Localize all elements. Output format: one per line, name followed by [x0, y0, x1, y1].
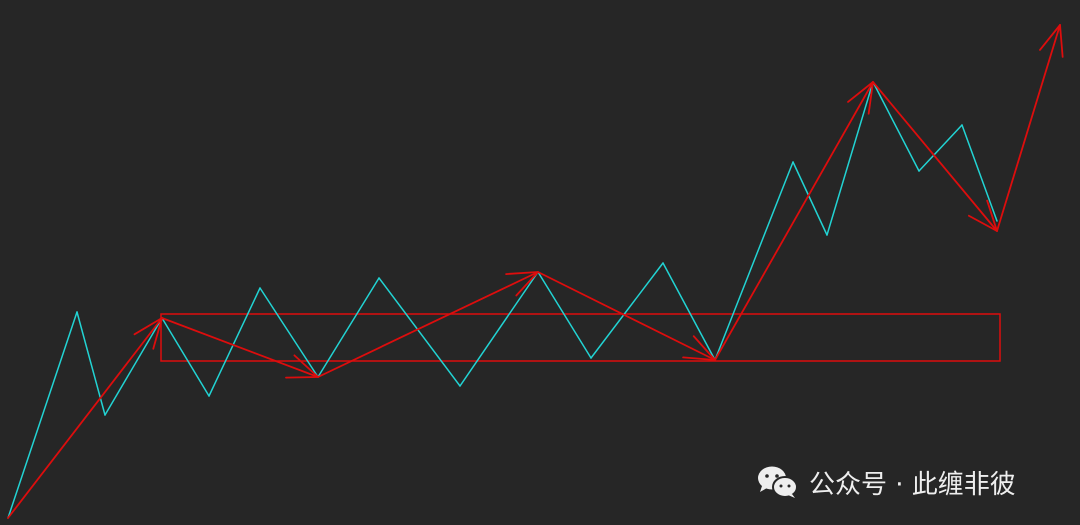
zigzag-segment	[872, 81, 920, 172]
trend-segment	[161, 317, 319, 378]
zigzag-segment	[378, 277, 461, 387]
arrowhead-stroke	[505, 271, 539, 275]
trend-arrow	[872, 81, 998, 232]
zigzag-segment	[537, 271, 592, 359]
zigzag-segment	[459, 271, 539, 387]
zigzag-segment	[161, 317, 210, 397]
trend-segment	[7, 317, 163, 519]
arrowhead-stroke	[967, 214, 998, 232]
zigzag-segment	[792, 161, 828, 236]
arrowhead-stroke	[692, 335, 716, 361]
zigzag-segment	[662, 262, 716, 361]
consolidation-zone	[160, 313, 1001, 362]
trend-segment	[996, 24, 1061, 232]
zigzag-segment	[714, 161, 794, 361]
zigzag-segment	[590, 262, 664, 359]
zigzag-segment	[208, 287, 261, 397]
arrowhead-stroke	[1039, 24, 1061, 51]
watermark-text: 公众号 · 此缠非彼	[809, 469, 1016, 500]
zigzag-segment	[7, 311, 78, 519]
zigzag-layer	[7, 81, 998, 519]
trend-arrow	[7, 317, 163, 519]
arrowhead-stroke	[152, 317, 163, 350]
zigzag-segment	[259, 287, 319, 378]
trend-arrow	[537, 271, 716, 361]
arrowhead-stroke	[515, 271, 539, 297]
trend-segment	[317, 271, 539, 378]
trend-layer	[7, 24, 1064, 519]
trend-arrow	[161, 317, 319, 379]
trend-segment	[872, 81, 998, 232]
zigzag-segment	[826, 81, 874, 236]
trend-segment	[714, 81, 874, 361]
arrowhead-stroke	[986, 199, 998, 232]
arrowhead-stroke	[847, 81, 874, 103]
zigzag-segment	[317, 277, 380, 378]
arrowhead-stroke	[1059, 24, 1064, 58]
arrowhead-stroke	[133, 317, 163, 336]
watermark: 公众号 · 此缠非彼	[755, 458, 1016, 506]
trend-segment	[537, 271, 716, 361]
arrowhead-stroke	[293, 354, 319, 378]
zigzag-segment	[961, 124, 998, 222]
zone-layer	[160, 313, 1001, 362]
trend-arrow	[714, 81, 874, 361]
trend-arrow	[317, 271, 539, 378]
arrowhead-stroke	[285, 376, 319, 379]
zigzag-segment	[918, 124, 963, 172]
arrowhead-stroke	[682, 356, 716, 361]
arrowhead-stroke	[867, 81, 874, 115]
wechat-icon	[758, 466, 798, 498]
zigzag-segment	[104, 317, 163, 416]
trend-arrow	[996, 24, 1064, 232]
